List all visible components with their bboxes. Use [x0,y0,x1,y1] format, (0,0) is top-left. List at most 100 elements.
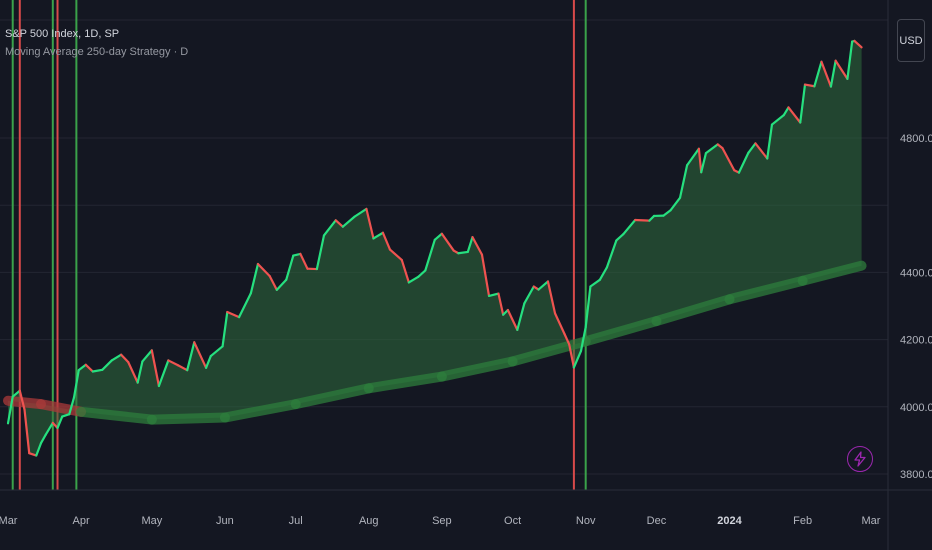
price-segment [193,341,208,369]
bolt-glyph [854,451,866,467]
chart-legend: S&P 500 Index, 1D, SP Moving Average 250… [5,25,188,61]
price-segment [523,285,535,305]
price-segment [803,83,816,88]
price-segment [334,219,344,228]
price-segment [35,441,43,457]
price-segment [737,151,750,174]
price-segment [700,152,708,174]
price-segment [11,389,21,398]
price-segment [829,59,837,88]
price-segment [407,275,420,284]
x-tick-label: Jun [216,515,234,527]
x-tick-label: Jul [289,515,303,527]
lightning-bolt-icon[interactable] [847,446,873,472]
price-segment [605,239,618,269]
time-axis[interactable]: Mar Apr May Jun Jul Aug Sep Oct Nov Dec 2024 Feb Mar [0,489,932,527]
price-segment [292,252,302,257]
price-segment [186,341,196,372]
price-segment [84,363,94,373]
price-segment [678,164,689,199]
symbol-title[interactable]: S&P 500 Index, 1D, SP [5,28,120,40]
price-segment [315,234,326,271]
price-segment [322,219,337,237]
price-segment [91,368,104,373]
ma-segment [507,336,591,367]
price-segment [136,360,144,384]
strategy-label[interactable]: Moving Average 250-day Strategy · D [5,46,189,58]
price-segment [662,209,672,217]
price-segment [820,60,833,88]
price-segment [110,353,123,362]
price-segment [853,39,863,49]
price-segment [584,285,592,329]
price-segment [299,252,309,270]
price-segment [209,345,224,358]
price-segment [546,280,557,315]
price-segment [353,207,368,218]
price-segment [157,359,170,388]
price-segment [568,343,576,369]
ma-segment [146,412,230,425]
ma-segment [3,395,47,410]
price-segment [634,218,651,222]
price-segment [747,142,757,154]
price-segment [799,83,807,124]
price-segment [721,146,736,172]
price-segment [487,292,500,298]
price-segment [697,147,703,174]
price-segment [176,364,189,372]
x-tick-label: Sep [432,515,452,527]
price-segment [598,266,609,281]
x-tick-label: Apr [73,515,90,527]
price-segment [150,349,161,388]
price-segment [537,280,550,291]
ma-segment [651,294,735,327]
price-segment [579,326,587,353]
x-tick-label: Oct [504,515,521,527]
price-line [6,39,863,457]
moving-average-250 [3,260,867,425]
price-segment [341,215,356,228]
currency-button[interactable]: USD [897,19,925,62]
price-segment [285,254,295,281]
price-segment [256,262,271,278]
price-segment [766,123,774,160]
ma-segment [724,275,808,305]
price-segment [221,310,229,348]
area-fill [8,40,862,456]
price-segment [516,302,526,331]
price-segment [615,232,625,242]
price-segment [120,353,130,364]
y-tick-label: 4000.00 [900,402,932,414]
price-segment [249,262,260,295]
price-segment [365,207,375,240]
price-segment [61,413,71,418]
price-segment [77,363,87,372]
x-tick-label: Nov [576,515,596,527]
price-segment [497,292,505,316]
price-segment [6,395,14,425]
price-segment [563,332,571,346]
price-segment [127,361,139,384]
ma-segment [290,383,374,410]
price-axis[interactable]: 3800.00 4000.00 4200.00 4400.00 4800.00 [887,0,932,550]
price-segment [23,408,31,455]
price-segment [669,196,682,212]
price-segment [471,236,484,256]
price-segment [440,232,455,252]
price-segment [770,114,785,126]
price-segment [226,310,241,319]
price-segment [457,250,469,255]
price-segment [553,312,566,335]
price-segment [846,40,854,80]
price-segment [275,278,288,291]
price-segment [480,253,491,298]
price-segment [381,231,392,251]
x-tick-label: 2024 [717,515,742,527]
x-tick-label: Feb [793,515,812,527]
x-tick-label: Dec [647,515,667,527]
price-segment [44,421,54,436]
ma-segment [797,260,867,286]
price-segment [68,396,76,416]
